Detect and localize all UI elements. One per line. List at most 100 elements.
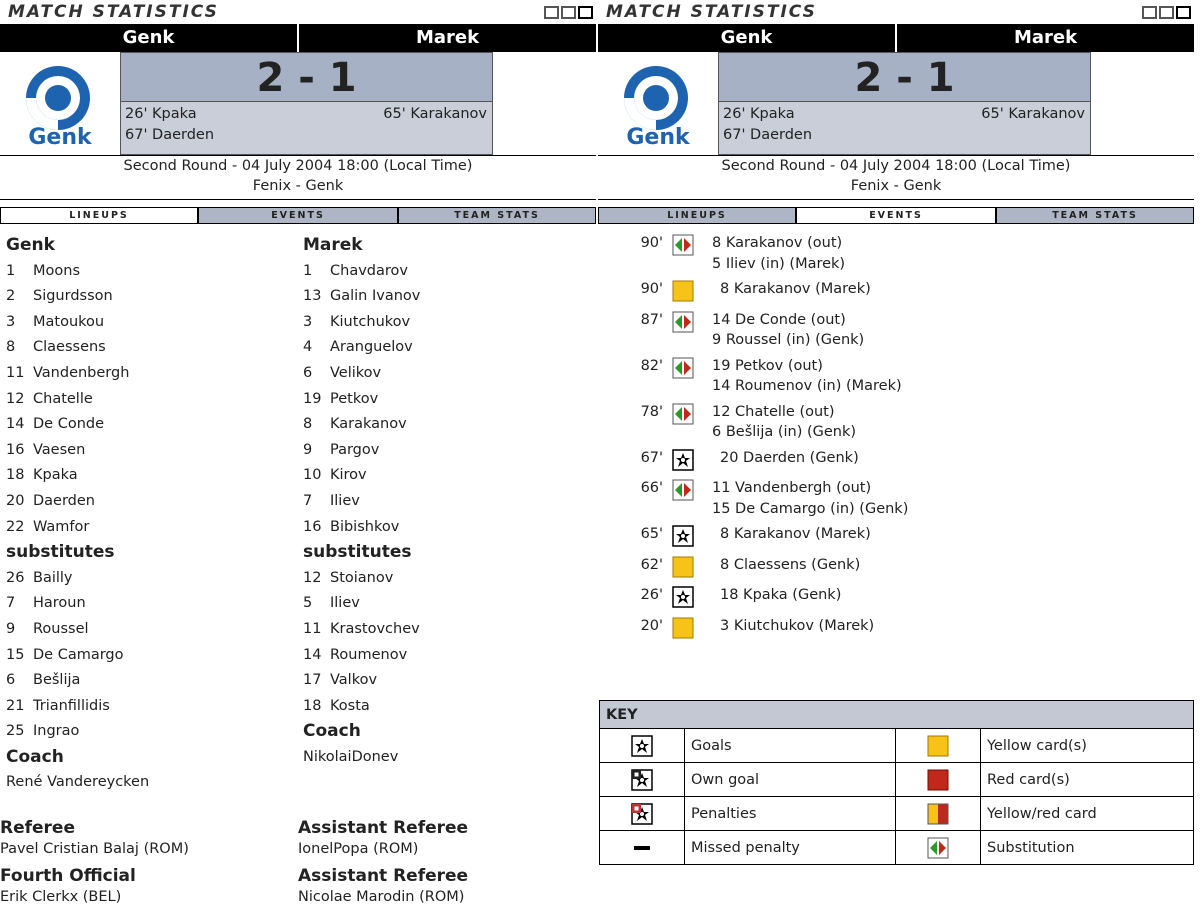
player-name: Iliev bbox=[330, 595, 360, 612]
player-name: Ingrao bbox=[33, 723, 80, 740]
key-row: Goals Yellow card(s) bbox=[599, 728, 1194, 763]
player-row: 1 Chavdarov bbox=[303, 259, 420, 285]
team-logo: Genk bbox=[22, 60, 98, 154]
key-row: Own goal Red card(s) bbox=[599, 762, 1194, 797]
sub-icon bbox=[672, 234, 694, 260]
key-label: Penalties bbox=[684, 796, 896, 831]
page-title: MATCH STATISTICS bbox=[606, 2, 817, 22]
player-row: 22 Wamfor bbox=[6, 515, 149, 541]
player-row: 6 Bešlija bbox=[6, 668, 149, 694]
player-number: 14 bbox=[6, 416, 25, 433]
player-number: 14 bbox=[303, 646, 322, 663]
player-row: 18 Kosta bbox=[303, 694, 420, 720]
coach-heading: Coach bbox=[303, 721, 361, 742]
event-text: 8 Karakanov (Marek) bbox=[720, 281, 871, 297]
player-row: 17 Valkov bbox=[303, 668, 420, 694]
away-team: Marek bbox=[897, 24, 1194, 52]
tab[interactable]: EVENTS bbox=[796, 207, 996, 224]
player-row: 18 Kpaka bbox=[6, 463, 149, 489]
coach-name: NikolaiDonev bbox=[303, 748, 399, 765]
player-name: Galin Ivanov bbox=[330, 288, 421, 305]
key-label: Own goal bbox=[684, 762, 896, 797]
lineup-column: Genk 1 Moons 2 Sigurdsson 3 Matoukou 8 Claessens… bbox=[6, 233, 149, 796]
tab[interactable]: LINEUPS bbox=[0, 207, 198, 224]
player-name: Kiutchukov bbox=[330, 313, 411, 330]
score: 2 - 1 bbox=[120, 52, 493, 102]
away-scorer: 65' Karakanov bbox=[981, 106, 1085, 122]
team-logo: Genk bbox=[620, 60, 696, 154]
player-row: 19 Petkov bbox=[303, 387, 420, 413]
home-scorer: 26' Kpaka bbox=[723, 106, 795, 122]
tab[interactable]: TEAM STATS bbox=[996, 207, 1194, 224]
sub-icon bbox=[672, 479, 694, 505]
player-number: 1 bbox=[6, 262, 16, 279]
player-number: 22 bbox=[6, 518, 25, 535]
player-row: 20 Daerden bbox=[6, 489, 149, 515]
goal-icon bbox=[672, 448, 694, 475]
page-title: MATCH STATISTICS bbox=[8, 2, 219, 22]
key-header: KEY bbox=[599, 700, 1194, 729]
key-label: Goals bbox=[684, 728, 896, 763]
key-icon-cell bbox=[599, 762, 685, 797]
player-row: 12 Chatelle bbox=[6, 387, 149, 413]
player-row: 15 De Camargo bbox=[6, 643, 149, 669]
key-icon-cell bbox=[599, 796, 685, 831]
event-text: 20 Daerden (Genk) bbox=[720, 449, 859, 466]
tab[interactable]: LINEUPS bbox=[598, 207, 796, 224]
player-number: 18 bbox=[6, 467, 25, 484]
tab[interactable]: EVENTS bbox=[198, 207, 398, 224]
yellow-icon bbox=[672, 617, 694, 643]
player-row: 7 Iliev bbox=[303, 489, 420, 515]
event-text: 15 De Camargo (in) (Genk) bbox=[712, 500, 909, 517]
venue: Fenix - Genk bbox=[252, 178, 344, 194]
player-name: Velikov bbox=[330, 364, 382, 381]
player-number: 4 bbox=[303, 339, 313, 356]
home-scorer: 26' Kpaka bbox=[125, 106, 197, 122]
player-number: 11 bbox=[6, 364, 25, 381]
coach-name: René Vandereycken bbox=[6, 774, 150, 791]
event-minute: 78' bbox=[640, 403, 663, 420]
player-row: 3 Matoukou bbox=[6, 310, 149, 336]
sub-icon bbox=[672, 403, 694, 429]
tab[interactable]: TEAM STATS bbox=[398, 207, 596, 224]
event-minute: 87' bbox=[640, 311, 663, 328]
player-name: Vaesen bbox=[33, 441, 86, 458]
player-name: Claessens bbox=[33, 339, 106, 356]
event-text: 3 Kiutchukov (Marek) bbox=[720, 617, 875, 634]
official-role: Fourth Official bbox=[0, 866, 136, 886]
sub-icon bbox=[672, 311, 694, 337]
player-row: 12 Stoianov bbox=[303, 566, 420, 592]
missed-icon bbox=[631, 845, 653, 863]
key-label: Yellow card(s) bbox=[980, 728, 1194, 763]
event-minute: 66' bbox=[640, 480, 663, 496]
player-name: Krastovchev bbox=[330, 620, 420, 637]
key-icon-cell bbox=[895, 728, 981, 763]
player-row: 9 Roussel bbox=[6, 617, 149, 643]
score: 2 - 1 bbox=[718, 52, 1091, 102]
event-text: 19 Petkov (out) bbox=[712, 357, 823, 374]
player-row: 25 Ingrao bbox=[6, 719, 149, 745]
substitutes-heading: substitutes bbox=[6, 542, 115, 563]
player-number: 17 bbox=[303, 672, 322, 689]
official-role: Assistant Referee bbox=[298, 866, 469, 886]
player-row: 7 Haroun bbox=[6, 591, 149, 617]
player-number: 16 bbox=[303, 518, 322, 535]
player-name: Kosta bbox=[330, 697, 370, 714]
venue: Fenix - Genk bbox=[850, 178, 942, 194]
divider bbox=[0, 199, 596, 200]
player-number: 6 bbox=[6, 672, 16, 689]
yellow-icon bbox=[672, 280, 694, 306]
official-role: Referee bbox=[0, 818, 75, 838]
player-name: Valkov bbox=[330, 672, 378, 689]
player-number: 6 bbox=[303, 364, 313, 381]
own-icon bbox=[631, 768, 653, 795]
player-row: 3 Kiutchukov bbox=[303, 310, 420, 336]
player-row: 6 Velikov bbox=[303, 361, 420, 387]
player-number: 18 bbox=[303, 697, 322, 714]
home-team: Genk bbox=[598, 24, 895, 52]
player-number: 3 bbox=[6, 313, 16, 330]
official-name: Nicolae Marodin (ROM) bbox=[298, 889, 465, 905]
team-name: Genk bbox=[6, 235, 55, 255]
team-name: Marek bbox=[303, 235, 363, 255]
player-row: 1 Moons bbox=[6, 259, 149, 285]
